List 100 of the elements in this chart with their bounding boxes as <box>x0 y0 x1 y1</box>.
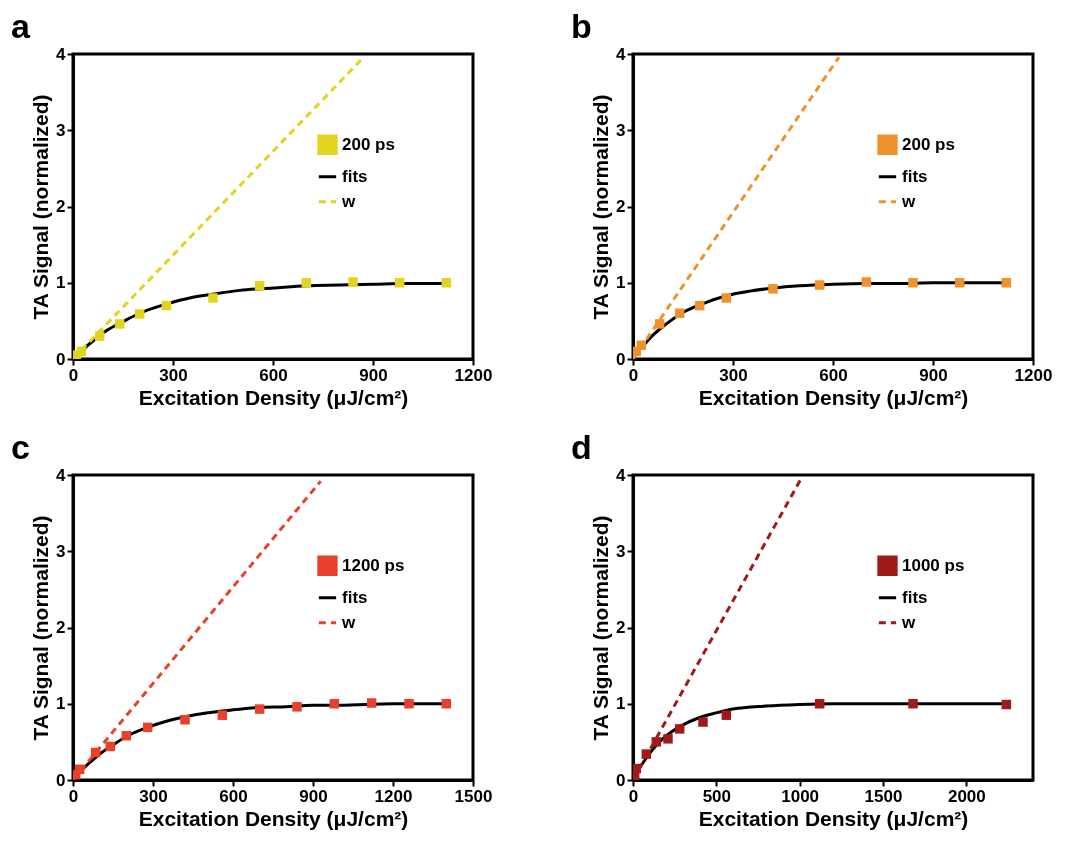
chart-title: b <box>571 7 592 45</box>
y-tick-label: 0 <box>616 349 626 369</box>
y-tick-label: 3 <box>56 120 66 140</box>
y-axis-title: TA Signal (normalized) <box>589 515 613 741</box>
point <box>861 277 872 287</box>
legend-label: fits <box>902 166 928 186</box>
point <box>721 293 732 303</box>
y-tick-label: 4 <box>56 44 67 64</box>
y-tick-label: 1 <box>616 694 626 714</box>
x-tick-label: 300 <box>159 365 188 385</box>
point <box>651 737 662 747</box>
y-tick-label: 4 <box>616 465 627 485</box>
x-tick-label: 2000 <box>947 786 986 806</box>
y-tick-label: 0 <box>56 770 66 790</box>
point <box>301 278 312 288</box>
y-axis-title: TA Signal (normalized) <box>589 94 613 320</box>
point <box>633 763 642 774</box>
y-tick-label: 0 <box>56 349 66 369</box>
x-tick-label: 1000 <box>781 786 820 806</box>
x-tick-label: 1200 <box>374 786 413 806</box>
point <box>908 278 918 288</box>
x-tick-label: 300 <box>139 786 168 806</box>
legend-label: w <box>341 612 356 632</box>
point <box>721 710 732 720</box>
point <box>180 715 190 725</box>
x-tick-label: 1200 <box>1014 365 1053 385</box>
y-tick-label: 3 <box>56 541 66 561</box>
x-tick-label: 500 <box>702 786 732 806</box>
y-tick-label: 0 <box>616 770 626 790</box>
y-tick-label: 2 <box>56 197 66 216</box>
point <box>674 308 685 318</box>
legend-label: w <box>341 191 356 211</box>
point <box>254 704 265 714</box>
point <box>134 309 145 319</box>
point <box>329 699 340 709</box>
point <box>814 699 825 709</box>
point <box>814 280 825 290</box>
point <box>105 741 116 752</box>
y-axis-title: TA Signal (normalized) <box>29 94 53 320</box>
point <box>76 346 87 357</box>
point <box>90 747 101 758</box>
point <box>161 300 172 311</box>
legend-label: 200 ps <box>902 134 955 154</box>
point <box>114 319 125 329</box>
legend-label: w <box>901 191 916 211</box>
legend-label: fits <box>342 166 368 186</box>
point <box>674 724 685 734</box>
point <box>208 293 218 303</box>
point <box>654 319 665 329</box>
x-axis-title: Excitation Density (μJ/cm²) <box>138 385 409 409</box>
y-tick-label: 2 <box>616 197 626 216</box>
x-tick-label: 600 <box>259 365 288 385</box>
x-axis-title: Excitation Density (μJ/cm²) <box>698 806 969 830</box>
point <box>94 331 105 341</box>
point <box>292 702 302 712</box>
point <box>954 278 965 288</box>
point <box>698 717 708 727</box>
point <box>394 278 405 288</box>
chart-title: c <box>11 428 30 466</box>
y-tick-label: 3 <box>616 541 626 561</box>
y-axis-title: TA Signal (normalized) <box>29 515 53 741</box>
x-tick-label: 300 <box>719 365 748 385</box>
y-tick-label: 1 <box>616 273 626 293</box>
point <box>348 277 358 287</box>
x-tick-label: 600 <box>819 365 848 385</box>
x-tick-label: 1500 <box>454 786 493 806</box>
y-tick-label: 4 <box>616 44 627 64</box>
point <box>217 710 228 720</box>
y-tick-label: 2 <box>56 618 66 637</box>
point <box>254 281 265 291</box>
x-tick-label: 1500 <box>864 786 903 806</box>
legend-label: 1000 ps <box>902 555 965 575</box>
x-tick-label: 1200 <box>454 365 493 385</box>
x-axis-title: Excitation Density (μJ/cm²) <box>698 385 969 409</box>
point <box>694 300 705 311</box>
legend-label: 1200 ps <box>342 555 405 575</box>
legend-label: fits <box>342 587 368 607</box>
point <box>121 731 132 741</box>
point <box>441 699 452 709</box>
x-tick-label: 900 <box>299 786 328 806</box>
chart-title: a <box>11 7 31 45</box>
y-tick-label: 1 <box>56 694 66 714</box>
y-tick-label: 4 <box>56 465 67 485</box>
y-tick-label: 3 <box>616 120 626 140</box>
x-tick-label: 900 <box>919 365 948 385</box>
x-tick-label: 600 <box>219 786 248 806</box>
point <box>641 749 652 759</box>
legend-label: w <box>901 612 916 632</box>
point <box>74 764 85 775</box>
point <box>1001 699 1012 710</box>
chart-title: d <box>571 428 592 466</box>
point <box>441 278 452 288</box>
point <box>663 734 673 744</box>
x-tick-label: 900 <box>359 365 388 385</box>
legend-label: 200 ps <box>342 134 395 154</box>
point <box>404 699 414 709</box>
point <box>366 698 377 708</box>
point <box>142 722 153 733</box>
point <box>636 340 647 351</box>
x-axis-title: Excitation Density (μJ/cm²) <box>138 806 409 830</box>
